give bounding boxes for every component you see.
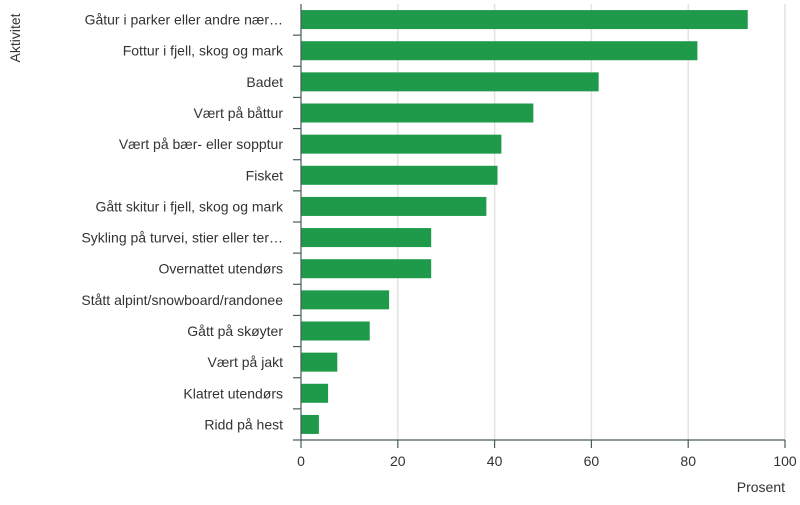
category-label: Sykling på turvei, stier eller ter… [81,230,283,246]
category-label: Gåtur i parker eller andre nær… [85,12,283,28]
bar [301,321,370,341]
category-label: Klatret utendørs [183,385,283,401]
category-label: Gått på skøyter [187,323,283,339]
bar [301,414,319,434]
category-label: Overnattet utendørs [158,261,283,277]
category-label: Gått skitur i fjell, skog og mark [95,198,284,214]
bar [301,228,432,248]
bar [301,10,748,30]
category-label: Vært på båttur [194,105,284,121]
gridlines [397,4,786,440]
x-axis: 0 20 40 60 80 100 [293,4,797,469]
bar [301,72,599,92]
y-axis-title: Aktivitet [7,13,23,62]
bar [301,41,698,61]
category-labels: Gåtur i parker eller andre nær… Fottur i … [81,12,284,433]
bars [301,10,748,434]
category-label: Fottur i fjell, skog og mark [123,43,284,59]
bar [301,165,498,185]
bar [301,352,338,372]
bar [301,290,390,310]
bar [301,103,534,123]
category-label: Vært på bær- eller sopptur [119,136,284,152]
bar [301,134,502,154]
x-tick-label: 80 [680,453,696,469]
x-tick-label: 20 [390,453,406,469]
x-tick-label: 100 [773,453,797,469]
bar [301,196,487,216]
x-axis-title: Prosent [737,479,785,495]
x-tick-label: 0 [297,453,305,469]
x-tick-label: 40 [487,453,503,469]
bar [301,259,432,279]
category-label: Vært på jakt [208,354,284,370]
x-tick-label: 60 [584,453,600,469]
category-label: Ridd på hest [204,416,283,432]
category-label: Badet [246,74,283,90]
bar [301,383,329,403]
category-label: Stått alpint/snowboard/randonee [81,292,283,308]
category-label: Fisket [246,167,283,183]
